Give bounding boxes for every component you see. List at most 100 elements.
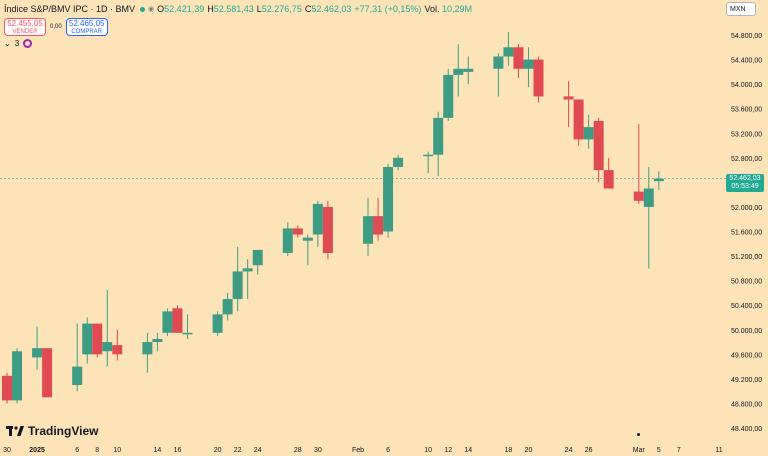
- candle-body: [513, 47, 524, 69]
- symbol-title[interactable]: Índice S&P/BMV IPC · 1D · BMV: [4, 4, 136, 14]
- time-tick-label: 16: [174, 447, 182, 454]
- candle[interactable]: [242, 259, 253, 300]
- price-axis[interactable]: 54.800,00 54.400,00 54.000,00 53.600,00 53.2…: [731, 33, 762, 433]
- candle-body: [523, 59, 534, 69]
- candle[interactable]: [312, 200, 323, 247]
- candle[interactable]: [493, 53, 504, 97]
- buy-price: 52.465,05: [68, 18, 105, 28]
- candle-body: [563, 96, 574, 100]
- sell-label: VENDER: [12, 28, 38, 35]
- candle[interactable]: [603, 157, 614, 189]
- time-tick-label: 7: [677, 447, 681, 454]
- indicator-icon[interactable]: [23, 39, 33, 48]
- time-tick-label: 30: [3, 447, 11, 454]
- candle[interactable]: [72, 323, 83, 392]
- time-tick-label: 14: [464, 447, 472, 454]
- candle[interactable]: [92, 323, 103, 358]
- candle[interactable]: [12, 348, 23, 404]
- candle-body: [653, 178, 664, 182]
- candle[interactable]: [593, 117, 604, 183]
- candle[interactable]: [653, 171, 664, 190]
- candle[interactable]: [643, 167, 654, 269]
- candle[interactable]: [172, 305, 183, 333]
- candle[interactable]: [463, 56, 474, 85]
- candle[interactable]: [533, 56, 544, 103]
- candle[interactable]: [212, 311, 223, 336]
- price-tick-label: 50.800,00: [731, 279, 762, 286]
- candle[interactable]: [2, 372, 12, 404]
- candle[interactable]: [82, 317, 93, 364]
- candle-body: [242, 268, 253, 272]
- time-axis[interactable]: 30 2025 6 8 10 14 16 20 22 24 28 30 Feb 6 10 12 14 18 20 24…: [3, 447, 723, 454]
- candle[interactable]: [182, 314, 193, 339]
- candle[interactable]: [152, 332, 163, 352]
- candle[interactable]: [393, 154, 404, 171]
- time-tick-label: 18: [505, 447, 513, 454]
- candle[interactable]: [513, 44, 524, 78]
- candle[interactable]: [363, 197, 374, 257]
- candle[interactable]: [453, 44, 464, 97]
- logo-text: TradingView: [28, 424, 99, 438]
- chart-legend: Índice S&P/BMV IPC · 1D · BMV ◉ O52.421,…: [4, 4, 472, 14]
- candle[interactable]: [633, 124, 644, 204]
- candle-body: [222, 299, 233, 315]
- candle-body: [363, 216, 374, 244]
- candle[interactable]: [322, 200, 333, 260]
- last-price-label: 52.462,03 05:53:49: [726, 174, 764, 192]
- candle[interactable]: [573, 99, 584, 146]
- time-tick-label: 20: [214, 447, 222, 454]
- candle[interactable]: [222, 292, 233, 321]
- candle[interactable]: [42, 348, 53, 398]
- candle[interactable]: [583, 114, 594, 149]
- time-tick-label: 10: [113, 447, 121, 454]
- candle-body: [573, 99, 584, 140]
- candle[interactable]: [503, 31, 514, 66]
- candle[interactable]: [282, 222, 293, 257]
- candle[interactable]: [302, 234, 313, 266]
- candle[interactable]: [142, 332, 153, 373]
- candle-body: [232, 271, 243, 300]
- time-tick-label: 10: [424, 447, 432, 454]
- currency-selector[interactable]: MXN: [726, 2, 756, 16]
- candle-body: [302, 237, 313, 241]
- dividend-marker[interactable]: [637, 433, 640, 436]
- bar-countdown: 05:53:49: [731, 183, 759, 190]
- candle[interactable]: [112, 329, 123, 361]
- candle[interactable]: [423, 151, 434, 174]
- time-tick-label: 6: [75, 447, 79, 454]
- candle-body: [322, 206, 333, 253]
- candle-body: [292, 228, 303, 235]
- indicators-toggle[interactable]: ⌄ 3: [4, 39, 33, 48]
- eye-icon[interactable]: ◉: [148, 6, 155, 13]
- last-price-value: 52.462,03: [729, 175, 761, 182]
- candle[interactable]: [383, 163, 394, 238]
- candle[interactable]: [433, 111, 444, 177]
- candle[interactable]: [102, 289, 113, 367]
- candle[interactable]: [523, 47, 534, 88]
- candle-body: [503, 47, 514, 57]
- price-change: +77,31 (+0,15%): [354, 4, 422, 14]
- time-tick-label: 30: [314, 447, 322, 454]
- volume: Vol. 10,29M: [424, 4, 472, 14]
- candle[interactable]: [563, 81, 574, 128]
- candle[interactable]: [373, 197, 384, 241]
- candle[interactable]: [252, 249, 263, 275]
- price-tick-label: 52.000,00: [731, 205, 762, 212]
- candle-body: [533, 59, 544, 97]
- market-status-dot: [140, 6, 146, 12]
- sell-button[interactable]: 52.455,05 VENDER: [4, 18, 46, 36]
- candle[interactable]: [32, 326, 43, 370]
- candle-body: [433, 117, 444, 155]
- tradingview-logo[interactable]: TradingView: [6, 424, 98, 438]
- candle[interactable]: [443, 68, 454, 121]
- time-tick-label: 28: [294, 447, 302, 454]
- candle[interactable]: [232, 246, 243, 312]
- candle-body: [32, 348, 43, 358]
- candle[interactable]: [292, 225, 303, 238]
- candle[interactable]: [162, 308, 173, 336]
- time-tick-label: 11: [715, 447, 722, 454]
- buy-button[interactable]: 52.465,05 COMPRAR: [65, 18, 108, 36]
- price-tick-label: 51.600,00: [731, 230, 762, 237]
- chevron-down-icon[interactable]: ⌄: [4, 39, 11, 48]
